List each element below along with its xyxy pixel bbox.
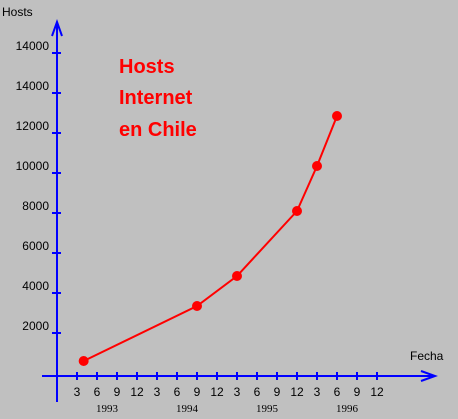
year-label: 1993	[96, 403, 119, 415]
x-axis-arrow	[420, 370, 438, 382]
chart-title: Hosts	[119, 56, 175, 78]
data-point	[332, 111, 342, 121]
data-point	[232, 271, 242, 281]
chart-title: en Chile	[119, 119, 197, 141]
y-tick-label: 14000	[16, 39, 50, 53]
x-tick-label: 3	[234, 385, 241, 399]
x-tick-label: 9	[274, 385, 281, 399]
x-tick-label: 12	[130, 385, 144, 399]
y-axis-label: Hosts	[2, 5, 33, 19]
y-tick-label: 2000	[22, 319, 49, 333]
x-tick-label: 6	[174, 385, 181, 399]
x-axis-label: Fecha	[410, 349, 444, 363]
y-tick-label: 14000	[16, 79, 50, 93]
x-tick-label: 12	[370, 385, 384, 399]
x-tick-label: 9	[114, 385, 121, 399]
x-tick-label: 9	[354, 385, 361, 399]
y-tick-label: 4000	[22, 279, 49, 293]
x-tick-label: 3	[74, 385, 81, 399]
data-point	[292, 206, 302, 216]
data-point	[312, 161, 322, 171]
x-tick-label: 3	[314, 385, 321, 399]
data-point	[192, 301, 202, 311]
x-tick-label: 6	[94, 385, 101, 399]
x-tick-label: 12	[210, 385, 224, 399]
y-axis-arrow	[51, 19, 63, 37]
x-tick-label: 9	[194, 385, 201, 399]
y-tick-label: 12000	[16, 119, 50, 133]
year-label: 1994	[176, 403, 199, 415]
x-tick-label: 12	[290, 385, 304, 399]
data-point	[78, 356, 89, 366]
x-tick-label: 6	[334, 385, 341, 399]
y-tick-label: 8000	[22, 199, 49, 213]
year-label: 1995	[256, 403, 279, 415]
data-line	[83, 115, 338, 362]
chart-title: Internet	[119, 87, 193, 109]
x-tick-label: 6	[254, 385, 261, 399]
y-tick-label: 10000	[16, 159, 50, 173]
x-tick-label: 3	[154, 385, 161, 399]
y-tick-label: 6000	[22, 239, 49, 253]
year-label: 1996	[336, 403, 359, 415]
